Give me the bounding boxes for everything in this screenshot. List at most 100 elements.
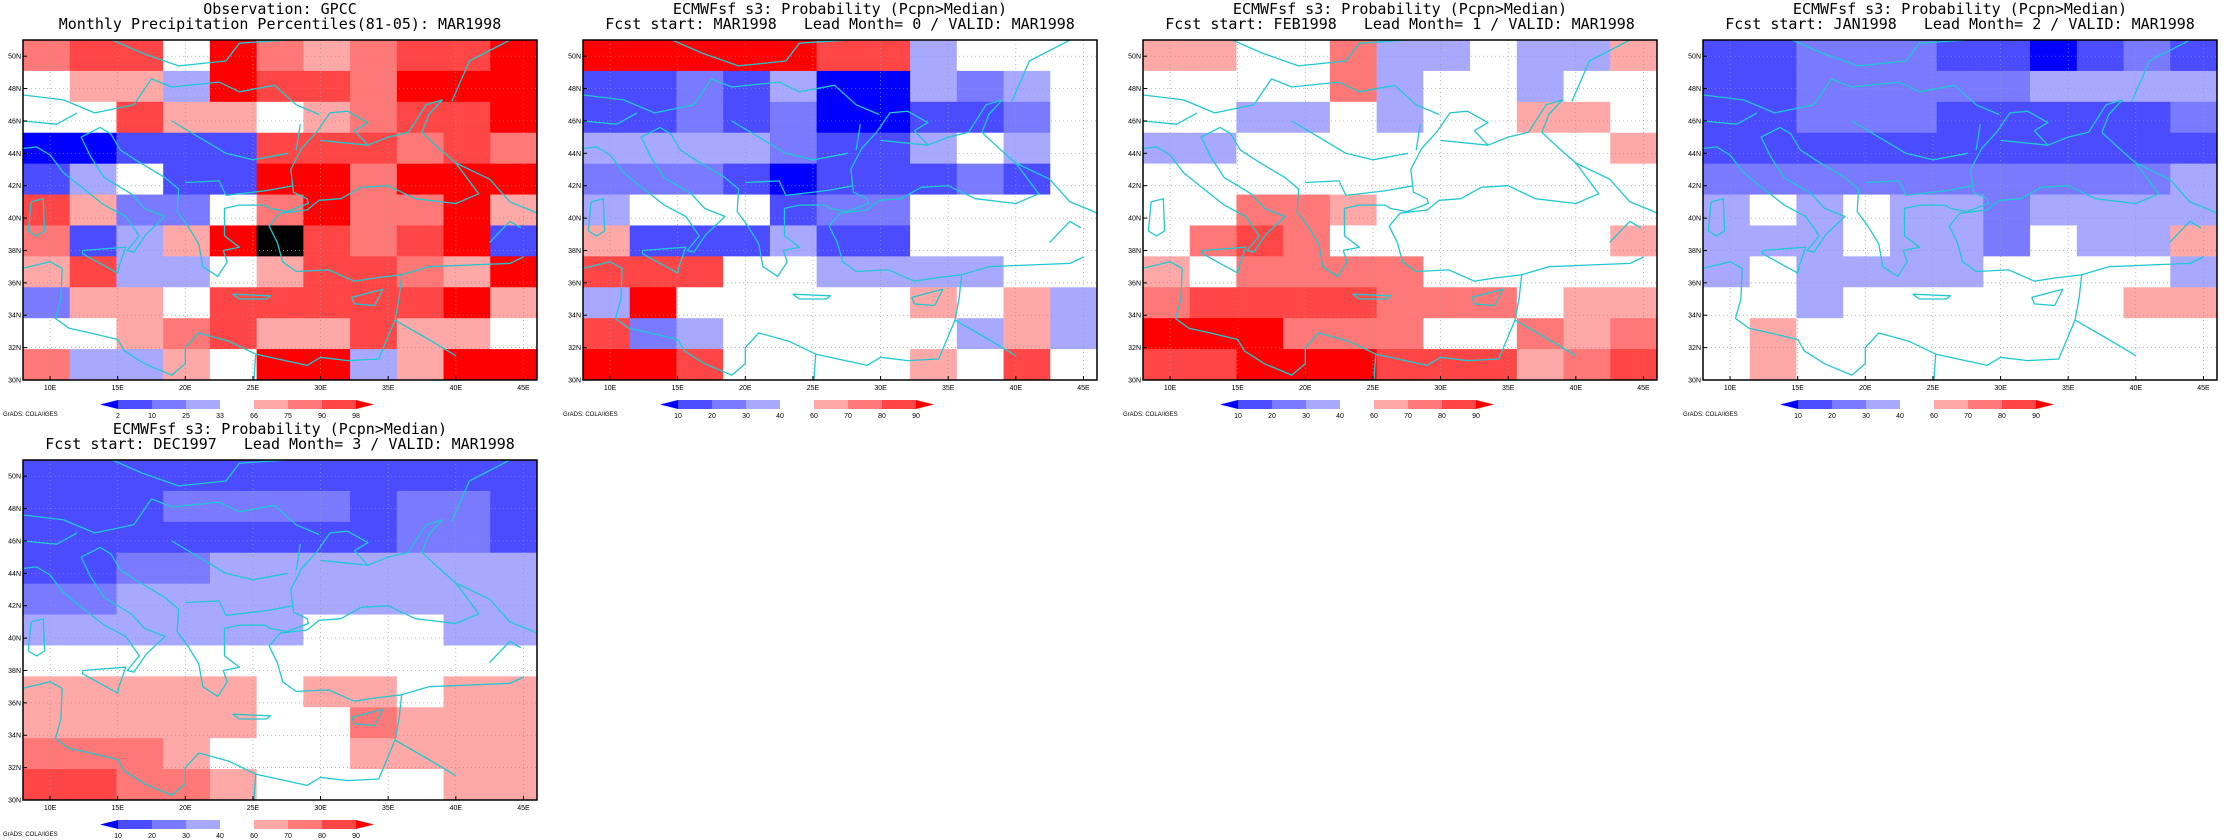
map-panel-lead0: ECMWFsf s3: Probability (Pcpn>Median) Fcs… [560,0,1120,420]
grid-cell [163,521,211,554]
grid-cell [1143,163,1191,196]
grid-cell [2123,132,2171,165]
grid-cell [303,349,351,380]
grid-cell [443,645,491,677]
grid-cell [256,318,304,350]
lon-label: 30E [1994,385,2007,392]
grid-cell [163,460,211,492]
grid-cell [1563,132,1611,165]
grid-cell [209,490,258,523]
grid-cell [1983,225,2031,257]
grid-cell [350,225,398,257]
grid-cell [1610,132,1657,165]
grid-cell [1470,349,1518,380]
grid-cells [1143,40,1657,380]
grid-cell [676,70,724,103]
grid-cell [1236,70,1284,103]
grid-cell [163,287,211,319]
grid-cell [350,614,398,647]
grid-cell [1983,132,2031,165]
colorbar-label: 90 [318,413,326,420]
grid-cell [2170,349,2217,380]
colorbar-label: 25 [182,413,190,420]
grid-cell [676,132,724,165]
lon-label: 20E [179,805,192,812]
grid-cell [1423,132,1471,165]
grid-cell [1796,163,1844,196]
grid-cell [256,349,304,380]
grid-cell [956,225,1005,257]
grid-cell [910,349,958,380]
grid-cell [23,132,71,165]
grid-cell [1470,318,1518,350]
grid-cell [863,40,911,72]
colorbar-label: 60 [250,833,258,840]
grid-cell [1283,163,1331,196]
grid-cell [769,287,818,319]
colorbar-label: 70 [284,833,292,840]
grid-cell [1283,349,1331,380]
lat-label: 46N [1128,118,1141,125]
grid-cell [1889,101,1938,134]
colorbar: 10 20 30 40 60 70 80 90 [660,400,934,420]
grid-cell [163,101,211,134]
colorbar-label: 60 [810,413,818,420]
lat-label: 40N [8,216,21,223]
colorbar-segment [746,400,781,409]
grid-cell [1889,163,1938,196]
grid-cell [116,614,164,647]
grid-cell [1843,163,1891,196]
grid-cell [1143,225,1191,257]
grid-cell [1703,349,1751,380]
grid-cell [1376,287,1424,319]
lon-label: 40E [1570,385,1583,392]
colorbar-segment [254,820,289,829]
lat-label: 30N [1688,378,1701,385]
grid-cell [256,769,304,800]
grid-cell [583,70,631,103]
grid-cell [1050,101,1097,134]
grid-cell [1749,132,1798,165]
lat-label: 32N [568,345,581,352]
grid-cell [396,676,445,708]
grid-cell [1329,163,1378,196]
grid-cell [956,256,1005,288]
grid-cell [1889,70,1938,103]
grid-cell [396,70,445,103]
colorbar-label: 60 [1930,413,1938,420]
lon-label: 10E [44,385,57,392]
grid-cell [69,256,118,288]
grid-cell [910,40,958,72]
map-canvas: 30N 32N 34N 36N 38N 40N 42N 44N 46N 48N 50N 10E 15E 2… [1123,39,1658,420]
panel-subtitle: Fcst start: JAN1998 Lead Month= 2 / VALI… [1725,15,2195,33]
grid-cell [910,287,958,319]
grid-cell [350,349,398,380]
colorbar-segment [186,820,221,829]
colorbar-segment [1832,400,1867,409]
grid-cell [396,490,445,523]
colorbar: 10 20 30 40 60 70 80 90 [1220,400,1494,420]
coastlines [23,40,537,380]
grid-cell [443,521,491,554]
grid-cell [396,163,445,196]
grid-cell [396,349,445,380]
grid-cell [1516,225,1565,257]
grid-cell [69,490,118,523]
colorbar-label: 30 [1862,413,1870,420]
grid-cell [1516,256,1565,288]
grid-cell [1563,287,1611,319]
grid-cell [350,769,398,800]
grid-cell [69,769,118,800]
grid-cell [956,70,1005,103]
grid-cell [1329,194,1378,227]
grid-cell [1423,40,1471,72]
lon-label: 45E [1637,385,1650,392]
grid-cell [629,287,678,319]
grid-cell [1983,70,2031,103]
colorbar-label: 75 [284,413,292,420]
grid-cell [910,318,958,350]
grid-cell [1236,194,1284,227]
lat-label: 36N [568,280,581,287]
lon-label: 15E [671,385,684,392]
grid-cell [490,318,537,350]
